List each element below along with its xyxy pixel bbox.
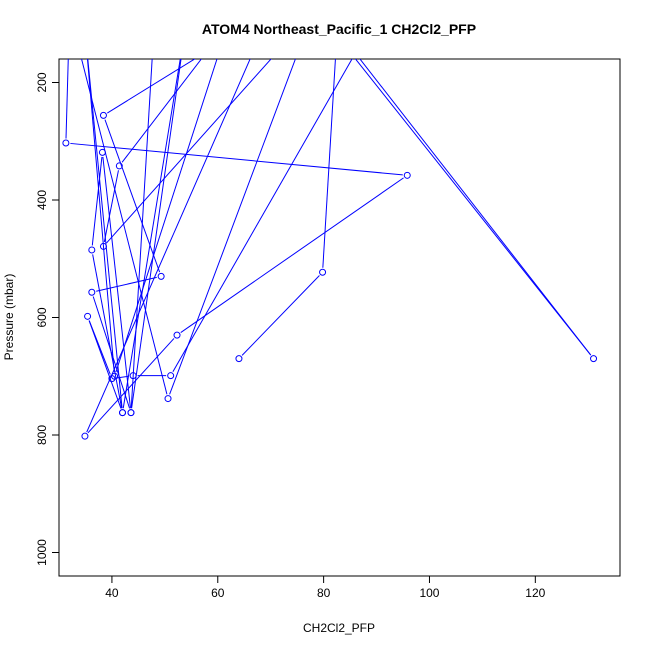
series-segment bbox=[86, 59, 251, 433]
chart-title: ATOM4 Northeast_Pacific_1 CH2Cl2_PFP bbox=[202, 21, 476, 37]
series-segment bbox=[92, 296, 131, 409]
series-segment bbox=[131, 59, 182, 409]
data-point bbox=[164, 395, 172, 403]
series-segment bbox=[359, 59, 592, 356]
series-segment bbox=[180, 177, 404, 333]
series-segment bbox=[172, 59, 353, 373]
series-segment bbox=[91, 156, 103, 246]
data-point bbox=[173, 331, 181, 339]
x-tick-label: 100 bbox=[419, 586, 439, 600]
series-segment bbox=[88, 320, 122, 409]
series-segment bbox=[241, 275, 320, 356]
series-segment bbox=[102, 156, 131, 409]
series-group bbox=[62, 9, 598, 440]
data-point bbox=[84, 312, 92, 320]
x-tick-label: 80 bbox=[317, 586, 331, 600]
data-point bbox=[310, 9, 316, 15]
x-tick-label: 60 bbox=[211, 586, 225, 600]
data-point bbox=[235, 355, 243, 363]
data-point bbox=[590, 355, 598, 363]
series-segment bbox=[115, 59, 218, 373]
data-point bbox=[352, 50, 358, 56]
x-axis: 40 60 80 100 120 bbox=[105, 576, 546, 600]
data-point bbox=[98, 148, 106, 156]
data-point bbox=[183, 21, 189, 27]
series-segment bbox=[87, 338, 175, 434]
series-segment bbox=[96, 276, 157, 292]
data-point bbox=[99, 111, 107, 119]
data-point bbox=[67, 9, 73, 15]
data-point bbox=[157, 272, 165, 280]
series-segment bbox=[322, 59, 336, 268]
y-tick-label: 800 bbox=[35, 425, 49, 445]
y-axis: 200 400 600 800 1000 bbox=[35, 72, 59, 566]
x-tick-label: 120 bbox=[525, 586, 545, 600]
series-segment bbox=[87, 59, 123, 409]
data-point bbox=[268, 9, 274, 15]
data-point bbox=[62, 139, 70, 147]
series-segment bbox=[169, 59, 296, 395]
data-point bbox=[88, 288, 96, 296]
series-segment bbox=[92, 254, 123, 409]
series-segment bbox=[81, 59, 168, 395]
series-segment bbox=[70, 142, 403, 176]
series-segment bbox=[122, 59, 181, 409]
data-point bbox=[115, 162, 123, 170]
y-tick-label: 400 bbox=[35, 190, 49, 210]
data-point bbox=[88, 246, 96, 254]
series-segment bbox=[65, 59, 69, 139]
data-point bbox=[111, 372, 119, 380]
data-point bbox=[319, 268, 327, 276]
data-point bbox=[99, 242, 107, 250]
plot-frame bbox=[58, 58, 621, 577]
data-point bbox=[82, 33, 88, 39]
data-point bbox=[167, 372, 175, 380]
series-segment bbox=[86, 59, 115, 372]
y-tick-label: 1000 bbox=[35, 539, 49, 566]
data-point bbox=[127, 409, 135, 417]
data-point bbox=[403, 171, 411, 179]
data-point bbox=[119, 409, 127, 417]
y-axis-label: Pressure (mbar) bbox=[2, 274, 16, 361]
series-segment bbox=[354, 59, 592, 356]
data-point bbox=[81, 432, 89, 440]
data-point bbox=[129, 372, 137, 380]
series-segment bbox=[104, 119, 161, 273]
x-axis-label: CH2Cl2_PFP bbox=[303, 621, 375, 635]
series-segment bbox=[121, 59, 202, 163]
series-segment bbox=[103, 170, 119, 243]
y-tick-label: 200 bbox=[35, 72, 49, 92]
y-tick-label: 600 bbox=[35, 307, 49, 327]
series-segment bbox=[106, 59, 272, 244]
series-segment bbox=[107, 59, 196, 114]
series-segment bbox=[130, 59, 153, 409]
data-point bbox=[151, 21, 157, 27]
x-tick-label: 40 bbox=[105, 586, 119, 600]
